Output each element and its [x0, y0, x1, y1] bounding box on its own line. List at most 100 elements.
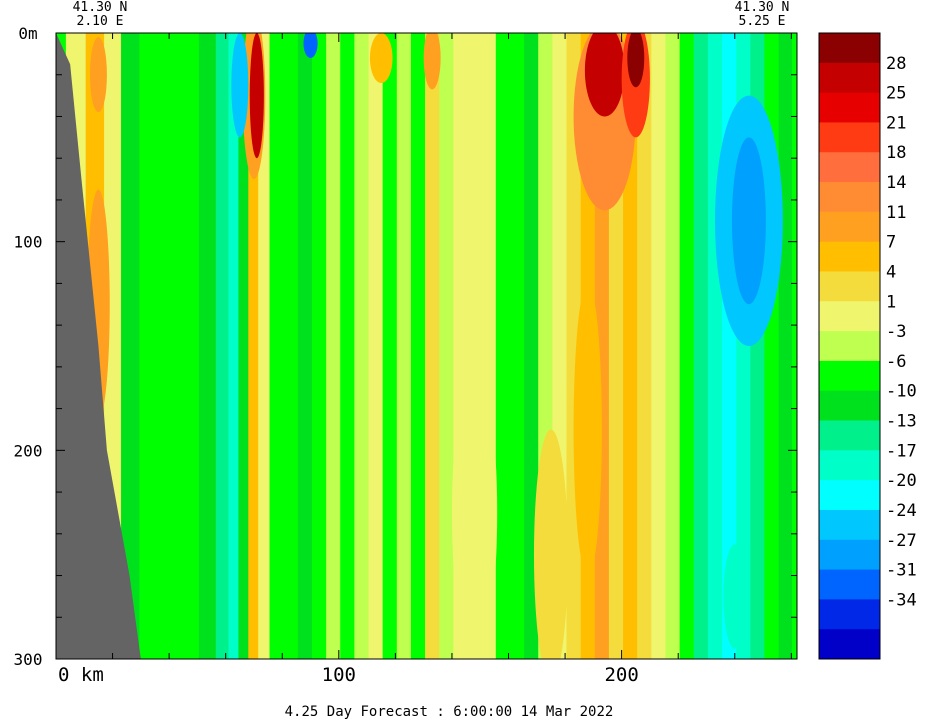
heatmap-column	[215, 33, 230, 659]
header-right-lon: 5.25 E	[739, 14, 786, 29]
colorbar-label: 18	[886, 143, 906, 163]
colorbar-label: -27	[886, 531, 917, 551]
heatmap-feature	[231, 33, 249, 138]
colorbar-bin	[819, 241, 880, 272]
heatmap-column	[159, 33, 180, 659]
heatmap-column	[121, 33, 141, 659]
colorbar-label: 11	[886, 203, 906, 223]
heatmap-feature	[723, 544, 747, 649]
heatmap-column	[311, 33, 327, 659]
colorbar-bin	[819, 33, 880, 64]
heatmap-feature	[533, 429, 568, 659]
colorbar-label: 7	[886, 233, 896, 253]
footer-caption: 4.25 Day Forecast : 6:00:00 14 Mar 2022	[285, 704, 614, 720]
colorbar-bin	[819, 211, 880, 243]
colorbar-bin	[819, 539, 880, 571]
colorbar-label: -24	[886, 501, 917, 521]
heatmap-column	[425, 33, 440, 659]
heatmap-column	[228, 33, 240, 659]
heatmap-feature	[89, 37, 107, 113]
heatmap-column	[778, 33, 792, 659]
colorbar-bin	[819, 450, 880, 481]
colorbar-bin	[819, 62, 880, 94]
heatmap-feature	[627, 33, 645, 88]
heatmap-feature	[584, 33, 625, 117]
heatmap-column	[248, 33, 259, 659]
colorbar-bin	[819, 480, 880, 511]
colorbar-bin	[819, 331, 880, 362]
heatmap-feature	[423, 33, 441, 90]
heatmap-column	[439, 33, 454, 659]
colorbar-bin	[819, 390, 880, 422]
colorbar-bin	[819, 420, 880, 451]
colorbar-bin	[819, 569, 880, 600]
colorbar-label: 4	[886, 262, 896, 282]
colorbar-bin	[819, 122, 880, 153]
heatmap-feature	[573, 283, 602, 576]
heatmap-column	[139, 33, 160, 659]
colorbar-bin	[819, 92, 880, 123]
plot-frame	[55, 32, 798, 660]
colorbar-bin	[819, 599, 880, 630]
colorbar-bin	[819, 301, 880, 332]
heatmap-column	[238, 33, 249, 659]
colorbar-bin	[819, 182, 880, 213]
heatmap-feature	[369, 33, 393, 84]
heatmap-column	[679, 33, 695, 659]
heatmap-column	[665, 33, 681, 659]
plot-area	[56, 33, 797, 659]
colorbar-label: -17	[886, 441, 917, 461]
heatmap-column	[340, 33, 355, 659]
colorbar-bin	[819, 509, 880, 541]
header-right-lat: 41.30 N	[735, 0, 790, 15]
y-tick-label: 200	[14, 441, 43, 460]
heatmap-column	[258, 33, 271, 659]
heatmap-column	[354, 33, 370, 659]
heatmap-column	[707, 33, 723, 659]
colorbar-label: -20	[886, 471, 917, 491]
heatmap-column	[637, 33, 652, 659]
heatmap-column	[524, 33, 539, 659]
heatmap-column	[693, 33, 709, 659]
colorbar	[819, 33, 880, 660]
header-left-lon: 2.10 E	[77, 14, 124, 29]
colorbar-bin	[819, 360, 880, 392]
heatmap-feature	[451, 366, 498, 659]
colorbar-frame	[818, 32, 881, 660]
colorbar-label: -34	[886, 590, 917, 610]
heatmap-column	[396, 33, 412, 659]
heatmap-column	[495, 33, 511, 659]
colorbar-label: 25	[886, 84, 906, 104]
y-tick-label: 100	[14, 233, 43, 252]
heatmap-column	[269, 33, 285, 659]
heatmap-feature	[731, 137, 766, 305]
heatmap-column	[198, 33, 217, 659]
heatmap-feature	[249, 33, 264, 159]
colorbar-label: -31	[886, 561, 917, 581]
heatmap-column	[651, 33, 667, 659]
colorbar-label: -10	[886, 382, 917, 402]
y-tick-label: 0m	[18, 24, 37, 43]
heatmap-column	[179, 33, 200, 659]
heatmap-column	[382, 33, 398, 659]
colorbar-bin	[819, 271, 880, 302]
x-tick-label: 200	[604, 664, 638, 686]
colorbar-label: 28	[886, 54, 906, 74]
colorbar-label: -13	[886, 412, 917, 432]
colorbar-label: -6	[886, 352, 906, 372]
land-mask	[56, 33, 141, 659]
colorbar-label: -3	[886, 322, 906, 342]
colorbar-label: 14	[886, 173, 906, 193]
heatmap-column	[297, 33, 313, 659]
heatmap-column	[368, 33, 384, 659]
header-left-lat: 41.30 N	[73, 0, 128, 15]
heatmap-column	[283, 33, 299, 659]
y-tick-label: 300	[14, 650, 43, 669]
heatmap-feature	[303, 33, 318, 59]
x-tick-label: 100	[322, 664, 356, 686]
heatmap-column	[509, 33, 525, 659]
heatmap-column	[326, 33, 341, 659]
x-tick-label: 0 km	[58, 664, 104, 686]
colorbar-label: 1	[886, 292, 896, 312]
